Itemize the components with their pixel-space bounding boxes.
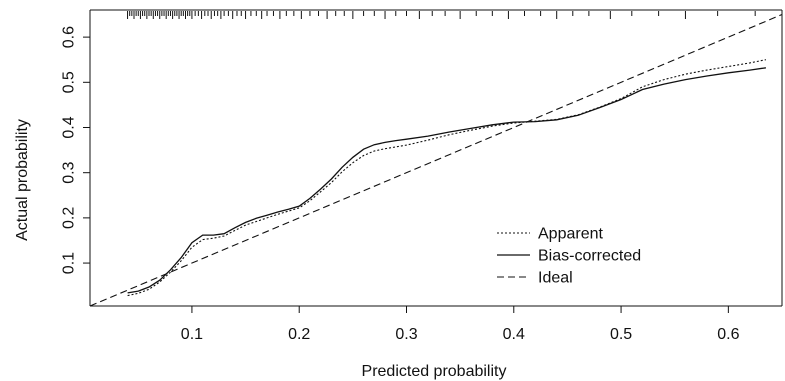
- x-tick-label-1: 0.2: [288, 326, 310, 343]
- x-tick-label-0: 0.1: [181, 326, 203, 343]
- y-tick-label-2: 0.3: [61, 161, 78, 183]
- series-line-apparent: [127, 59, 767, 297]
- y-tick-label-0: 0.1: [61, 252, 78, 274]
- x-tick-label-2: 0.3: [395, 326, 417, 343]
- legend-label-2: Ideal: [538, 270, 573, 287]
- legend-label-1: Bias-corrected: [538, 248, 641, 265]
- y-tick-label-1: 0.2: [61, 207, 78, 229]
- legend: Apparent Bias-corrected Ideal: [497, 226, 641, 287]
- rug-marks: [127, 11, 756, 19]
- y-tick-label-4: 0.5: [61, 71, 78, 93]
- x-tick-label-3: 0.4: [503, 326, 525, 343]
- y-tick-label-3: 0.4: [61, 116, 78, 138]
- axes: [89, 9, 783, 307]
- x-axis-title: Predicted probability: [362, 363, 507, 380]
- x-tick-label-4: 0.5: [610, 326, 632, 343]
- x-tick-label-5: 0.6: [717, 326, 739, 343]
- series-line-bias-corrected: [127, 67, 766, 294]
- tick-marks: 0.1 0.2 0.3 0.4 0.5 0.6 0.1 0.2 0.3 0.4 0.5 0.6: [61, 26, 740, 343]
- series-line-ideal: [89, 13, 783, 307]
- y-tick-label-5: 0.6: [61, 26, 78, 48]
- y-axis-title: Actual probability: [14, 119, 31, 241]
- series-lines: [89, 13, 783, 307]
- legend-label-0: Apparent: [538, 226, 603, 243]
